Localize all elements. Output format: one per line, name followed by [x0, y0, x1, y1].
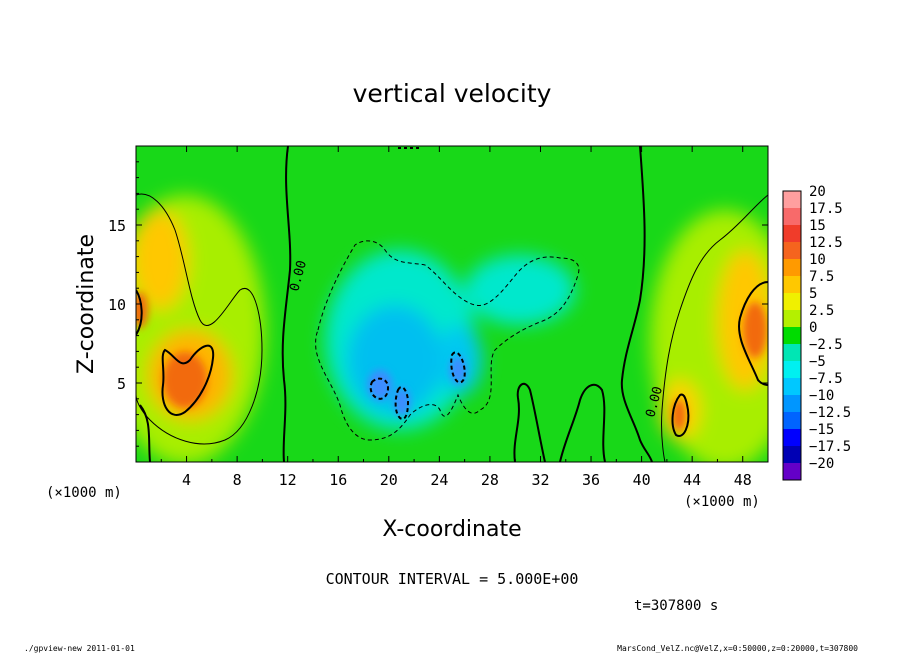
colorbar: 2017.51512.5107.552.50−2.5−5−7.5−10−12.5… [782, 184, 851, 481]
updraft-zone-left-upper [136, 210, 188, 310]
colorbar-swatch [783, 361, 801, 378]
y-axis: 5 10 15 [108, 161, 768, 447]
colorbar-label: 5 [809, 286, 817, 302]
y-tick-label: 15 [108, 217, 126, 235]
x-tick-label: 8 [233, 471, 242, 489]
colorbar-label: 15 [809, 218, 826, 234]
contour-10-right-lower [671, 393, 690, 437]
colorbar-label: −10 [809, 388, 834, 404]
x-tick-label: 28 [481, 471, 499, 489]
y-axis-label: Z-coordinate [74, 234, 99, 374]
x-tick-label: 12 [279, 471, 297, 489]
x-tick-label: 20 [380, 471, 398, 489]
x-axis: 4 8 12 16 20 24 28 32 36 40 44 48 [160, 146, 752, 489]
contour-interval-text: CONTOUR INTERVAL = 5.000E+00 [326, 570, 579, 588]
contour-zero-left [281, 146, 292, 462]
colorbar-swatch [783, 378, 801, 395]
colorbar-swatch [783, 327, 801, 344]
downdraft-core-c [450, 356, 466, 384]
colorbar-swatch [783, 191, 801, 208]
colorbar-swatch [783, 412, 801, 429]
x-axis-label: X-coordinate [382, 517, 521, 542]
contour-zero-left-bottom [139, 404, 151, 462]
plot-area: 0.00 0.00 [136, 146, 768, 462]
colorbar-label: −12.5 [809, 405, 851, 421]
downdraft-zone-upper [465, 255, 575, 325]
colorbar-frame [782, 190, 802, 481]
x-unit-left: (×1000 m) [46, 485, 122, 501]
contour-neg10-a [369, 377, 390, 400]
colorbar-swatch [783, 310, 801, 327]
colorbar-label: −7.5 [809, 371, 843, 387]
updraft-core-left [163, 352, 207, 408]
colorbar-swatch [783, 395, 801, 412]
colorbar-label: 17.5 [809, 201, 843, 217]
updraft-zone-left [136, 195, 265, 462]
footer-right: MarsCond_VelZ.nc@VelZ,x=0:50000,z=0:2000… [617, 644, 858, 653]
colorbar-label: −20 [809, 456, 834, 472]
colorbar-swatch [783, 225, 801, 242]
colorbar-swatch [783, 463, 801, 480]
colorbar-swatch [783, 242, 801, 259]
colorbar-swatch [783, 293, 801, 310]
colorbar-label: 7.5 [809, 269, 834, 285]
downdraft-fields [325, 250, 575, 430]
contour-zero-right [620, 146, 653, 462]
contour-10-right [738, 281, 768, 386]
contour-neg10-b [394, 386, 410, 420]
colorbar-swatch [783, 446, 801, 463]
updraft-core-right-lower [672, 399, 686, 431]
downdraft-cores [368, 356, 466, 416]
colorbar-swatch [783, 259, 801, 276]
contour-zero-bottom [513, 382, 606, 462]
colorbar-swatch [783, 344, 801, 361]
contour-10-left [161, 344, 215, 416]
x-unit-right: (×1000 m) [684, 494, 760, 510]
colorbar-label: 12.5 [809, 235, 843, 251]
colorbar-label: −5 [809, 354, 826, 370]
contour-neg10-c [450, 351, 466, 384]
time-text: t=307800 s [634, 598, 718, 614]
colorbar-label: 20 [809, 184, 826, 200]
x-tick-label: 32 [531, 471, 549, 489]
colorbar-swatch [783, 276, 801, 293]
downdraft-core-a [368, 370, 392, 400]
colorbar-label: −15 [809, 422, 834, 438]
contour-5-left [136, 193, 263, 445]
contour-lines [136, 146, 768, 462]
colorbar-label: 0 [809, 320, 817, 336]
x-tick-label: 48 [734, 471, 752, 489]
colorbar-swatch [783, 208, 801, 225]
x-tick-label: 4 [182, 471, 191, 489]
downdraft-core-b [394, 388, 410, 416]
y-tick-label: 10 [108, 296, 126, 314]
colorbar-label: 10 [809, 252, 826, 268]
x-tick-label: 16 [329, 471, 347, 489]
colorbar-label: 2.5 [809, 303, 834, 319]
contour-10-left-edge [136, 289, 143, 336]
x-tick-label: 24 [430, 471, 448, 489]
x-tick-label: 44 [683, 471, 701, 489]
chart-title: vertical velocity [353, 79, 552, 108]
footer-left: ./gpview-new 2011-01-01 [24, 644, 135, 653]
updraft-core-right [743, 302, 767, 358]
contour-neg5-main [315, 240, 580, 441]
y-tick-label: 5 [117, 375, 126, 393]
updraft-cores [136, 292, 767, 431]
colorbar-swatch [783, 429, 801, 446]
colorbar-label: −17.5 [809, 439, 851, 455]
contour-5-right [661, 194, 768, 462]
colorbar-label: −2.5 [809, 337, 843, 353]
x-tick-label: 36 [582, 471, 600, 489]
x-tick-label: 40 [633, 471, 651, 489]
